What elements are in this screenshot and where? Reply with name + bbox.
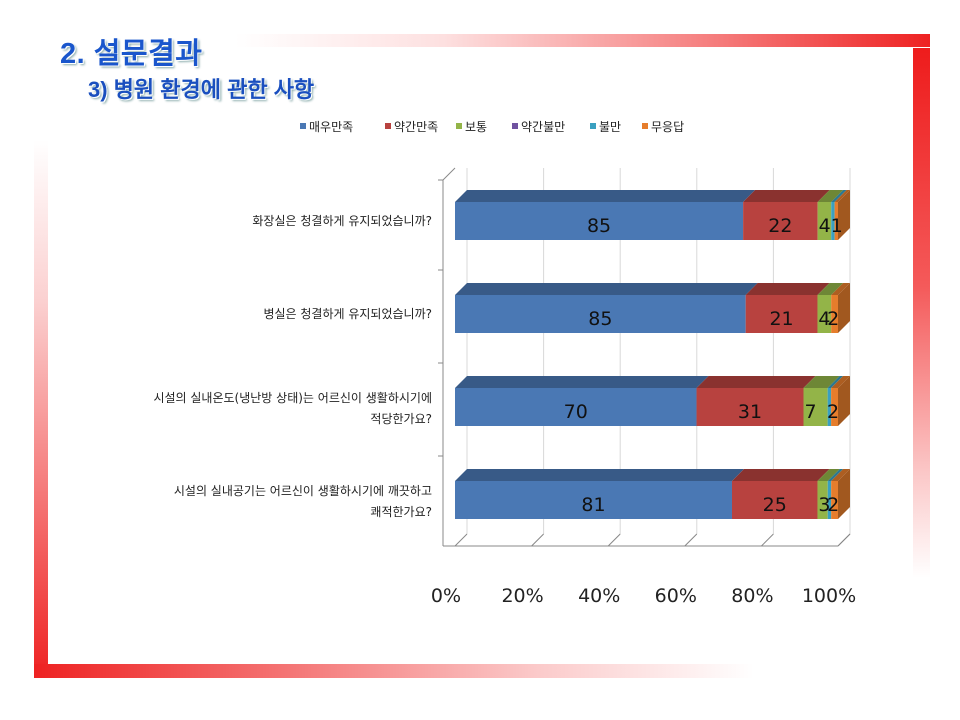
bar-segment xyxy=(696,388,804,426)
bar-segment xyxy=(743,202,818,240)
bar-segment-top xyxy=(743,190,830,202)
bar-segment xyxy=(745,295,818,333)
legend-label: 약간만족 xyxy=(394,119,438,134)
category-label: 시설의 실내온도(냉난방 상태)는 어르신이 생활하시기에 xyxy=(153,391,432,405)
slide-title: 2. 설문결과 xyxy=(60,38,203,70)
frame-top-bar xyxy=(235,34,930,47)
data-label: 4 xyxy=(819,215,831,237)
frame-bottom-bar xyxy=(34,664,754,678)
data-label: 22 xyxy=(768,215,792,237)
x-tick-label: 40% xyxy=(578,585,620,607)
floor-gridline xyxy=(761,533,774,547)
slide-subtitle: 3) 병원 환경에 관한 사항 xyxy=(88,77,315,102)
legend-swatch xyxy=(300,123,306,129)
bar-segment xyxy=(827,388,832,426)
category-label: 병실은 청결하게 유지되었습니까? xyxy=(263,307,432,321)
bar-segment-top xyxy=(831,469,850,481)
bar-segment-side xyxy=(838,190,850,240)
floor-gridline xyxy=(454,533,468,547)
bar-segment xyxy=(831,202,835,240)
x-tick-label: 0% xyxy=(431,585,461,607)
bar-segment xyxy=(831,388,838,426)
bar-segment-side xyxy=(838,469,850,519)
bar-segment-top xyxy=(731,469,830,481)
bar-segment xyxy=(831,295,838,333)
bar-segment-top xyxy=(831,190,847,202)
category-label: 적당한가요? xyxy=(370,412,432,426)
x-tick-label: 60% xyxy=(655,585,697,607)
y-axis-depth xyxy=(442,167,456,181)
bar-segment-top xyxy=(817,283,844,295)
bar-segment-top xyxy=(834,190,850,202)
bar-segment xyxy=(817,202,832,240)
floor-gridline xyxy=(607,533,621,547)
bar-segment xyxy=(817,481,828,519)
frame-left-bar xyxy=(34,140,48,678)
bar-segment xyxy=(455,202,744,240)
data-label: 2 xyxy=(827,401,839,423)
data-label: 31 xyxy=(738,401,762,423)
data-label: 21 xyxy=(769,308,793,330)
bar-segment-top xyxy=(455,376,709,388)
data-label: 85 xyxy=(588,308,612,330)
bar-segment-top xyxy=(803,376,840,388)
bar-segment-top xyxy=(827,376,844,388)
legend-label: 보통 xyxy=(465,120,487,134)
category-label: 시설의 실내공기는 어르신이 생활하시기에 깨끗하고 xyxy=(174,484,432,498)
bar-segment-top xyxy=(455,283,758,295)
data-label: 1 xyxy=(831,215,843,237)
bar-segment-top xyxy=(827,469,844,481)
bar-segment-top xyxy=(696,376,816,388)
legend-swatch xyxy=(590,123,596,129)
bar-segment-side xyxy=(838,283,850,333)
legend-label: 무응답 xyxy=(651,120,684,134)
bar-segment-top xyxy=(831,376,850,388)
category-label: 화장실은 청결하게 유지되었습니까? xyxy=(252,214,432,228)
bar-segment xyxy=(455,295,746,333)
bar-segment xyxy=(827,481,832,519)
data-label: 4 xyxy=(818,308,830,330)
bar-segment xyxy=(803,388,828,426)
bar-segment-side xyxy=(838,376,850,426)
x-axis-depth xyxy=(837,533,851,547)
data-label: 81 xyxy=(581,494,605,516)
bar-segment-top xyxy=(817,190,844,202)
legend-swatch xyxy=(512,123,518,129)
data-label: 70 xyxy=(564,401,588,423)
bar-segment xyxy=(455,388,697,426)
legend-swatch xyxy=(385,123,391,129)
x-tick-label: 20% xyxy=(501,585,543,607)
data-label: 25 xyxy=(763,494,787,516)
bar-segment-top xyxy=(817,469,840,481)
data-label: 2 xyxy=(827,308,839,330)
legend-swatch xyxy=(456,123,462,129)
bar-segment-top xyxy=(745,283,830,295)
bar-segment xyxy=(831,481,838,519)
legend-label: 매우만족 xyxy=(309,120,353,134)
bar-segment-top xyxy=(455,469,744,481)
data-label: 85 xyxy=(587,215,611,237)
floor-gridline xyxy=(684,533,698,547)
bar-segment-top xyxy=(831,283,850,295)
category-label: 쾌적한가요? xyxy=(370,505,432,519)
bar-segment xyxy=(731,481,818,519)
legend-label: 약간불만 xyxy=(521,119,565,134)
bar-segment xyxy=(817,295,832,333)
x-tick-label: 100% xyxy=(802,585,856,607)
bar-segment xyxy=(834,202,838,240)
floor-gridline xyxy=(531,533,544,547)
frame-right-bar xyxy=(913,48,930,578)
legend-label: 불만 xyxy=(599,120,621,134)
data-label: 2 xyxy=(827,494,839,516)
bar-segment xyxy=(455,481,732,519)
data-label: 3 xyxy=(818,494,830,516)
x-tick-label: 80% xyxy=(731,585,773,607)
data-label: 7 xyxy=(804,401,816,423)
bar-segment-top xyxy=(455,190,756,202)
legend-swatch xyxy=(642,123,648,129)
